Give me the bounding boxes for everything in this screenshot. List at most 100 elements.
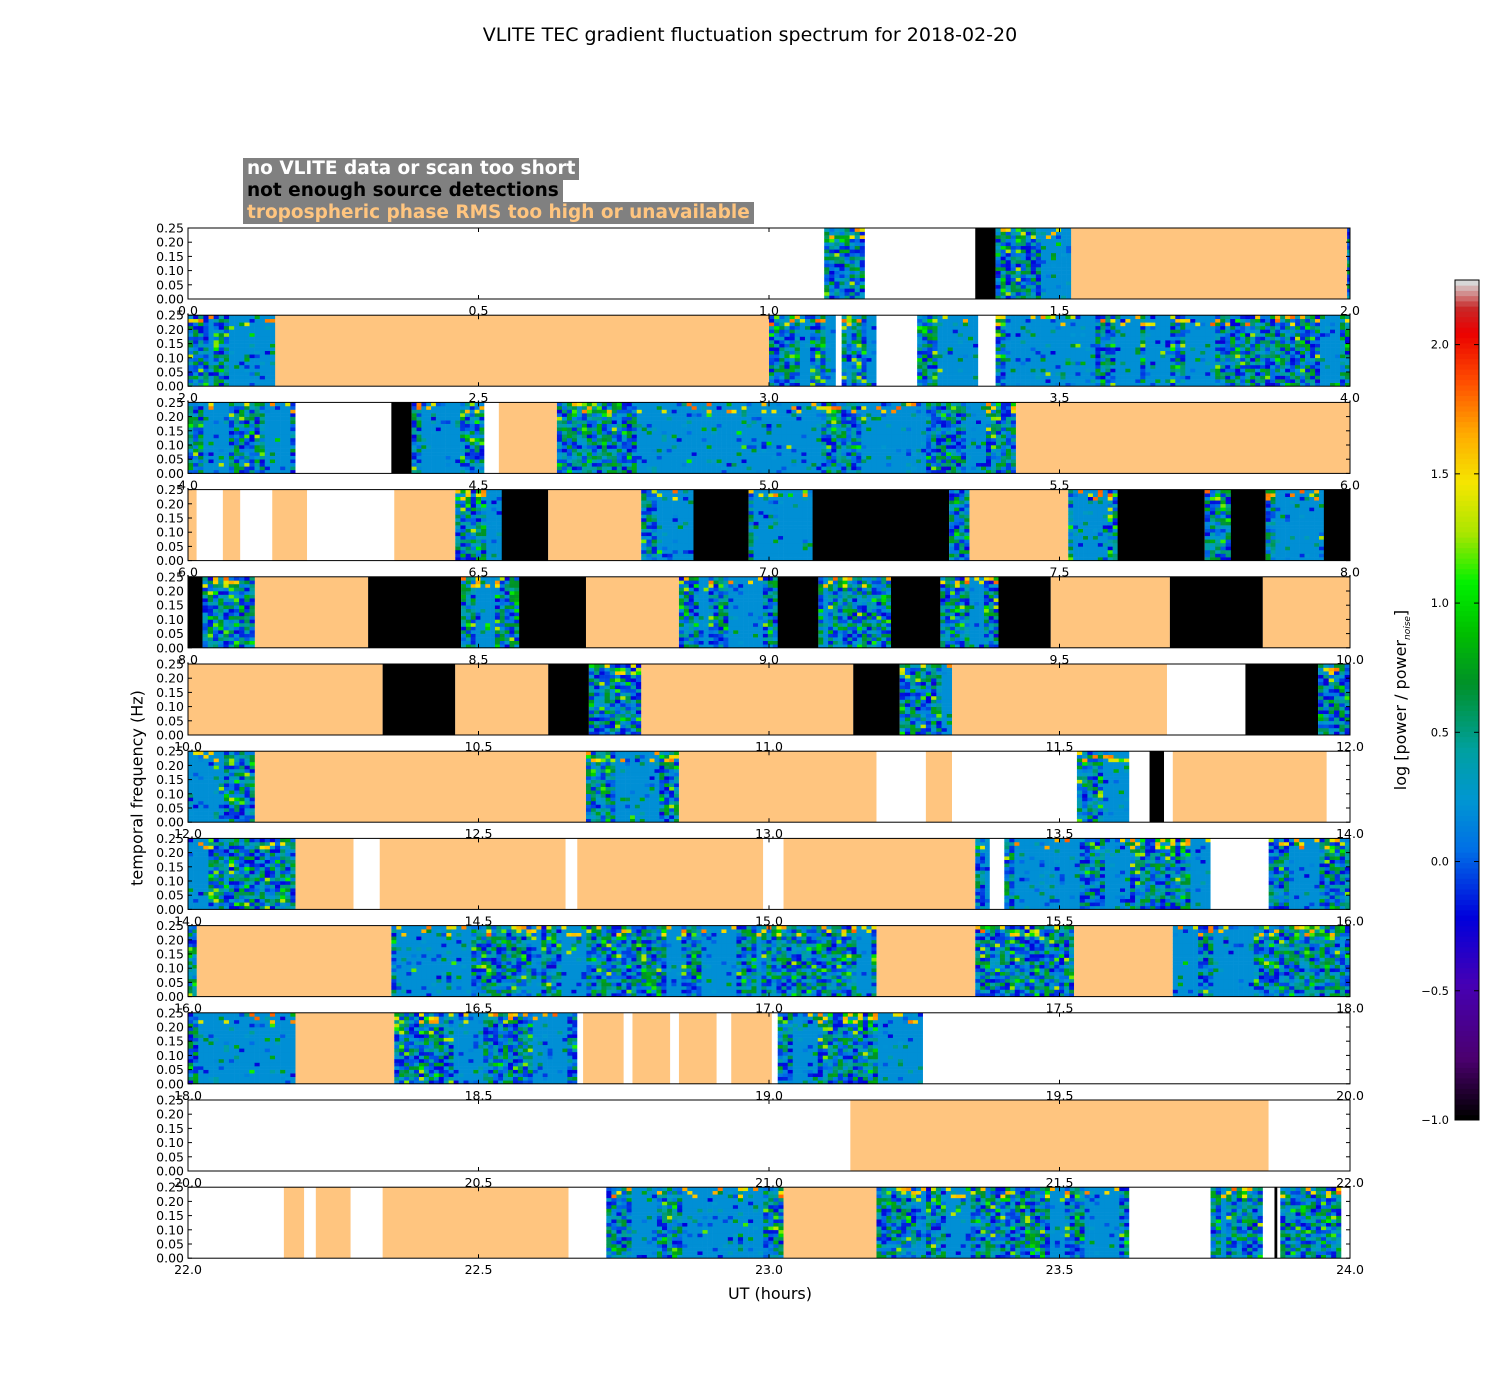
segment-w <box>864 228 976 299</box>
y-tick-label: 0.05 <box>156 539 184 554</box>
segment-d <box>188 315 276 387</box>
y-tick-label: 0.20 <box>156 1194 184 1209</box>
x-tick-label: 6.0 <box>1340 477 1360 492</box>
segment-w <box>978 315 996 387</box>
segment-o <box>1262 576 1350 648</box>
y-tick-label: 0.20 <box>156 1107 184 1122</box>
y-tick-label: 0.15 <box>156 249 184 264</box>
segment-o <box>583 1012 624 1084</box>
segment-d <box>995 315 1351 387</box>
panel-10: 0.000.050.100.150.200.25 20.0 20.5 21.0 21.5… <box>156 1093 1364 1191</box>
x-tick-label: 2.0 <box>1340 303 1360 318</box>
segment-w <box>1129 1187 1211 1259</box>
segment-w <box>353 838 380 910</box>
segment-w <box>304 1187 316 1259</box>
panel-2: 0.000.050.100.150.200.25 4.0 4.5 5.0 5.5 6.0 <box>156 395 1360 493</box>
segment-w <box>484 402 499 474</box>
segment-d <box>606 1187 784 1259</box>
y-tick-label: 0.25 <box>156 918 184 933</box>
segment-o <box>1015 402 1350 474</box>
segment-w <box>670 1012 679 1084</box>
y-tick-label: 0.20 <box>156 932 184 947</box>
segment-w <box>716 1012 732 1084</box>
segment-d <box>585 751 680 823</box>
y-tick-label: 0.25 <box>156 1180 184 1195</box>
segment-o <box>641 664 854 735</box>
segment-b <box>1117 489 1205 561</box>
y-tick-label: 0.10 <box>156 525 184 540</box>
segment-b <box>1149 751 1165 823</box>
segment-b <box>777 576 819 648</box>
y-tick-label: 0.25 <box>156 744 184 759</box>
y-tick-label: 0.25 <box>156 569 184 584</box>
segment-d <box>917 315 979 387</box>
segment-d <box>899 664 953 736</box>
segment-o <box>394 489 456 561</box>
x-tick-label: 13.0 <box>755 826 783 841</box>
x-tick-label: 4.0 <box>178 477 198 492</box>
segment-d <box>1210 1187 1264 1259</box>
y-tick-label: 0.20 <box>156 496 184 511</box>
y-tick-label: 0.25 <box>156 308 184 323</box>
x-tick-label: 10.5 <box>465 739 493 754</box>
panel-9: 0.000.050.100.150.200.25 18.0 18.5 19.0 19.5… <box>156 1005 1364 1103</box>
x-tick-label: 18.0 <box>174 1088 202 1103</box>
segment-w <box>188 1100 851 1171</box>
y-tick-label: 0.05 <box>156 801 184 816</box>
segment-d <box>641 489 694 561</box>
y-tick-label: 0.10 <box>156 350 184 365</box>
segment-o <box>925 751 953 823</box>
y-tick-label: 0.25 <box>156 221 184 236</box>
y-tick-label: 0.25 <box>156 1005 184 1020</box>
y-tick-label: 0.20 <box>156 584 184 599</box>
y-tick-label: 0.10 <box>156 786 184 801</box>
panel-1: 0.000.050.100.150.200.25 2.0 2.5 3.0 3.5 4.0 <box>156 308 1360 406</box>
segment-d <box>1004 838 1211 910</box>
segment-w <box>307 489 395 561</box>
segment-d <box>940 576 999 649</box>
panel-5: 0.000.050.100.150.200.25 10.0 10.5 11.0 11.5… <box>156 657 1364 755</box>
segment-w <box>989 838 1005 910</box>
x-tick-label: 20.0 <box>1336 1088 1364 1103</box>
y-tick-label: 0.05 <box>156 975 184 990</box>
y-tick-label: 0.10 <box>156 699 184 714</box>
segment-d <box>188 1012 296 1085</box>
x-tick-label: 7.5 <box>1050 565 1070 580</box>
x-tick-label: 16.5 <box>465 1001 493 1016</box>
x-tick-label: 24.0 <box>1336 1262 1364 1277</box>
legend-entry-rms: tropospheric phase RMS too high or unava… <box>243 202 754 224</box>
x-tick-label: 0.0 <box>178 303 198 318</box>
y-tick-label: 0.00 <box>156 902 184 917</box>
segment-d <box>1280 1187 1342 1259</box>
y-tick-label: 0.05 <box>156 1237 184 1252</box>
segment-w <box>623 1012 633 1084</box>
x-tick-label: 22.0 <box>174 1262 202 1277</box>
colorbar-tick-label: 1.5 <box>1431 467 1449 481</box>
y-tick-label: 0.20 <box>156 1020 184 1035</box>
segment-d <box>876 1187 1130 1259</box>
y-tick-label: 0.00 <box>156 292 184 307</box>
segment-w <box>952 751 1077 823</box>
segment-w <box>1262 1187 1275 1259</box>
segment-d <box>824 228 866 300</box>
x-tick-label: 11.0 <box>755 739 783 754</box>
segment-w <box>1210 838 1269 910</box>
segment-d <box>995 228 1072 300</box>
x-tick-label: 4.0 <box>1340 390 1360 405</box>
segment-o <box>254 576 369 648</box>
y-tick-label: 0.15 <box>156 1121 184 1136</box>
segment-d <box>556 402 1017 474</box>
y-tick-label: 0.00 <box>156 553 184 568</box>
y-tick-label: 0.00 <box>156 815 184 830</box>
segment-o <box>548 489 642 561</box>
x-tick-label: 9.0 <box>759 652 779 667</box>
segment-w <box>350 1187 383 1259</box>
segment-o <box>783 1187 877 1259</box>
segment-o <box>731 1012 772 1084</box>
segment-d <box>777 1012 924 1085</box>
x-tick-label: 5.0 <box>759 477 779 492</box>
x-tick-label: 20.0 <box>174 1175 202 1190</box>
segment-d <box>188 751 256 823</box>
x-axis-label: UT (hours) <box>727 1284 813 1303</box>
